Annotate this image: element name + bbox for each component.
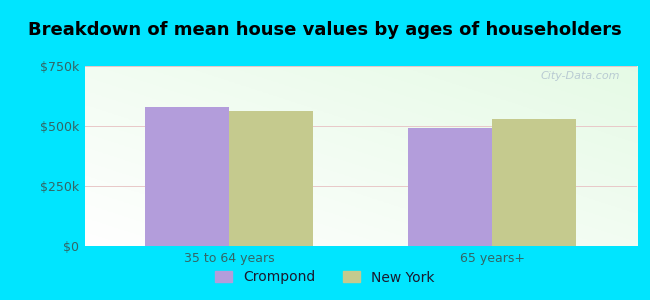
Text: City-Data.com: City-Data.com [541, 71, 620, 81]
Bar [229, 111, 313, 246]
Legend: Crompond, New York: Crompond, New York [210, 265, 440, 290]
Bar [145, 107, 229, 246]
Bar [408, 128, 492, 246]
Text: Breakdown of mean house values by ages of householders: Breakdown of mean house values by ages o… [28, 21, 622, 39]
Bar [492, 119, 577, 246]
